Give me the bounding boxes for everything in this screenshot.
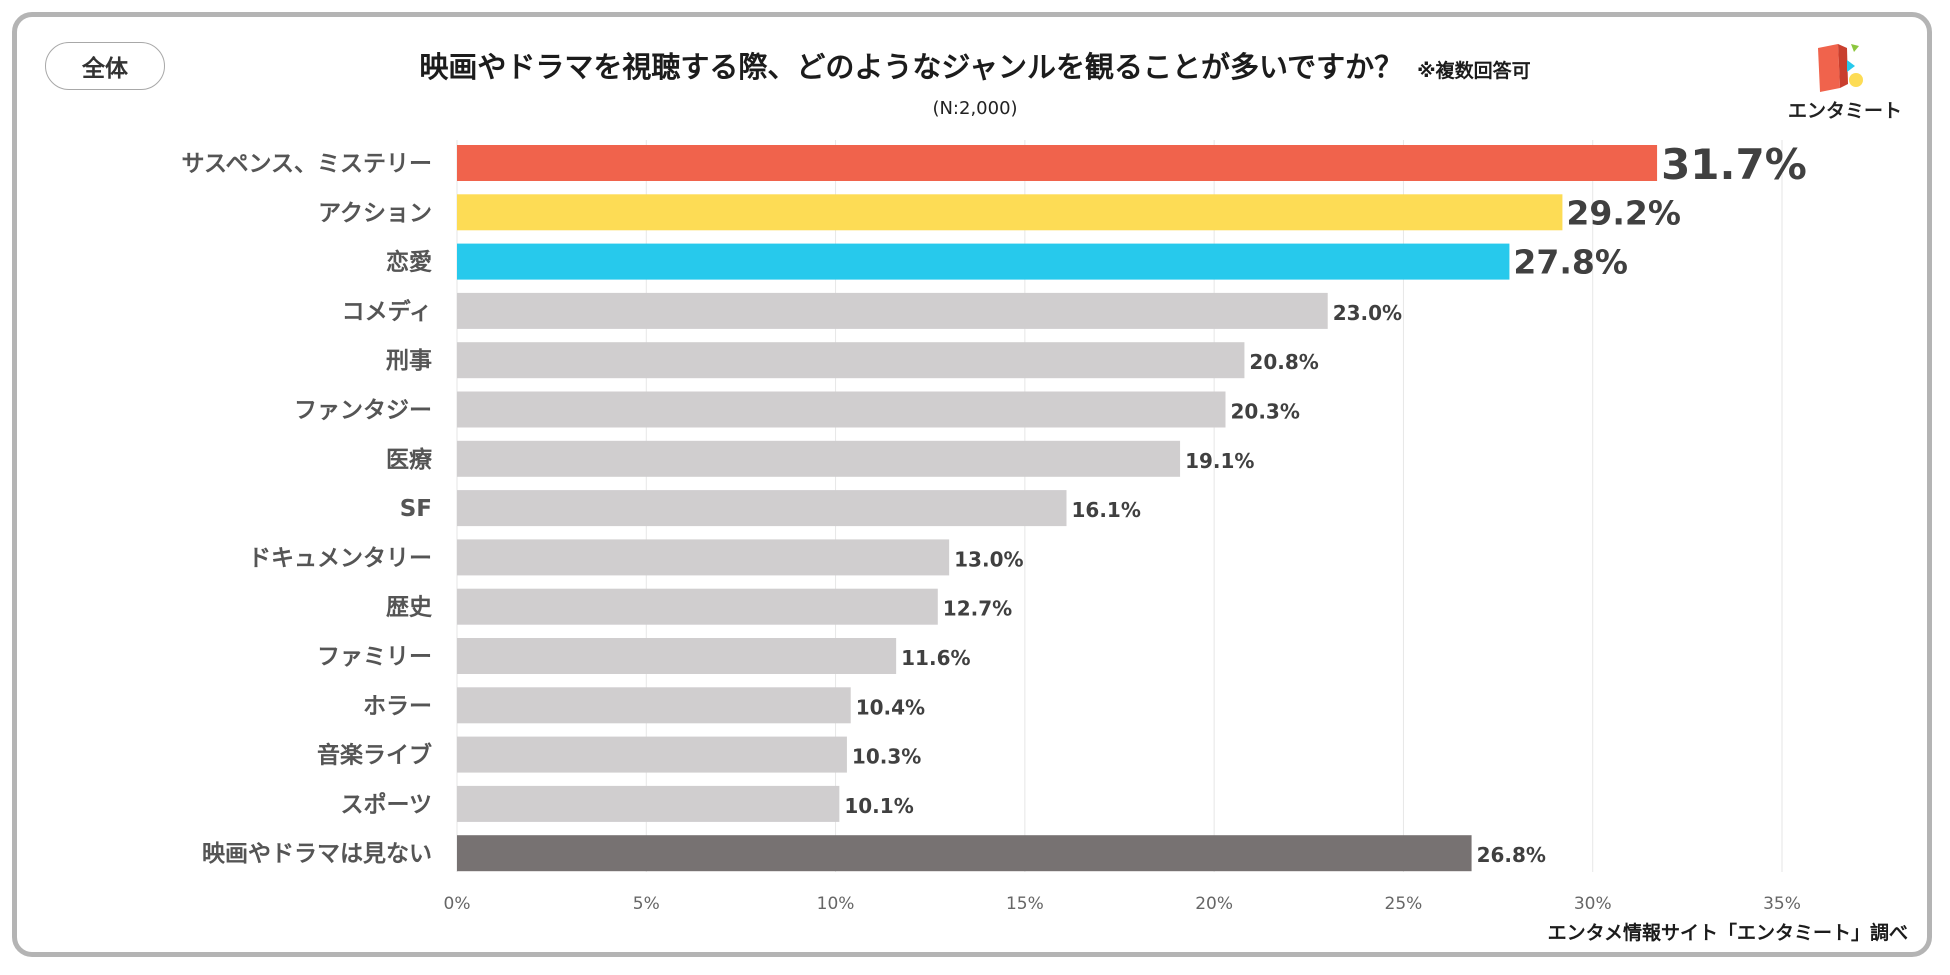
bar: [457, 588, 938, 625]
logo-icon: [1818, 44, 1863, 92]
value-label: 20.8%: [1249, 350, 1318, 374]
category-label: ファンタジー: [294, 398, 432, 424]
value-label: 10.1%: [844, 794, 913, 818]
category-label: 映画やドラマは見ない: [202, 841, 432, 867]
category-label: ホラー: [363, 693, 432, 719]
category-label: 医療: [386, 446, 433, 473]
x-tick-label: 35%: [1763, 894, 1801, 914]
logo-text: エンタミート: [1787, 100, 1902, 122]
category-label: 音楽ライブ: [317, 742, 432, 769]
x-tick-label: 15%: [1006, 894, 1044, 914]
chart-title: 映画やドラマを視聴する際、どのようなジャンルを観ることが多いですか？: [419, 50, 1404, 84]
value-label: 12.7%: [943, 597, 1012, 621]
category-label: コメディ: [342, 298, 432, 325]
bar: [457, 736, 847, 773]
bar: [457, 440, 1181, 477]
title-row: 映画やドラマを視聴する際、どのようなジャンルを観ることが多いですか？ ※複数回答可: [300, 44, 1650, 86]
category-label: アクション: [318, 200, 432, 226]
entameet-logo: エンタミート: [1785, 40, 1905, 130]
bar: [457, 490, 1067, 527]
bars: [457, 145, 1658, 872]
category-label: ドキュメンタリー: [248, 545, 432, 571]
sample-size: (N:2,000): [932, 98, 1018, 119]
value-label: 10.4%: [856, 695, 925, 719]
value-label: 10.3%: [852, 745, 921, 769]
value-labels: 31.7% 29.2% 27.8% 23.0% 20.8% 20.3% 19.1% 16.1%…: [844, 140, 1806, 867]
value-label: 31.7%: [1661, 140, 1807, 189]
value-label: 27.8%: [1513, 243, 1628, 282]
value-label: 16.1%: [1072, 498, 1141, 522]
multiple-answer-note: ※複数回答可: [1417, 60, 1531, 82]
bar: [457, 145, 1658, 181]
x-tick-label: 20%: [1195, 894, 1233, 914]
category-label: サスペンス、ミステリー: [182, 151, 432, 177]
scope-badge: 全体: [45, 42, 165, 90]
bar: [457, 194, 1563, 231]
category-label: 歴史: [386, 595, 433, 621]
x-tick-label: 30%: [1574, 894, 1612, 914]
bar: [457, 835, 1472, 872]
category-label: スポーツ: [340, 791, 432, 818]
category-label: ファミリー: [317, 644, 432, 670]
category-label: SF: [400, 496, 432, 522]
x-tick-label: 10%: [817, 894, 855, 914]
x-tick-label: 25%: [1385, 894, 1423, 914]
bar: [457, 638, 897, 674]
bar: [457, 391, 1226, 428]
bar: [457, 687, 851, 724]
bar: [457, 243, 1510, 280]
value-label: 23.0%: [1333, 301, 1402, 325]
value-label: 19.1%: [1185, 449, 1254, 473]
value-label: 11.6%: [901, 646, 970, 670]
value-label: 20.3%: [1231, 400, 1300, 424]
bar: [457, 342, 1245, 379]
value-label: 29.2%: [1566, 193, 1681, 232]
bar: [457, 785, 840, 822]
bar: [457, 292, 1328, 329]
value-label: 13.0%: [954, 547, 1023, 571]
x-tick-label: 5%: [633, 894, 660, 914]
category-label: 恋愛: [386, 249, 432, 276]
x-tick-label: 0%: [444, 894, 471, 914]
bar: [457, 539, 950, 576]
x-axis-ticks: 0% 5% 10% 15% 20% 25% 30% 35%: [444, 894, 1801, 914]
value-label: 26.8%: [1477, 843, 1546, 867]
category-label: 刑事: [386, 348, 432, 374]
source-note: エンタメ情報サイト「エンタミート」調べ: [1547, 922, 1908, 944]
